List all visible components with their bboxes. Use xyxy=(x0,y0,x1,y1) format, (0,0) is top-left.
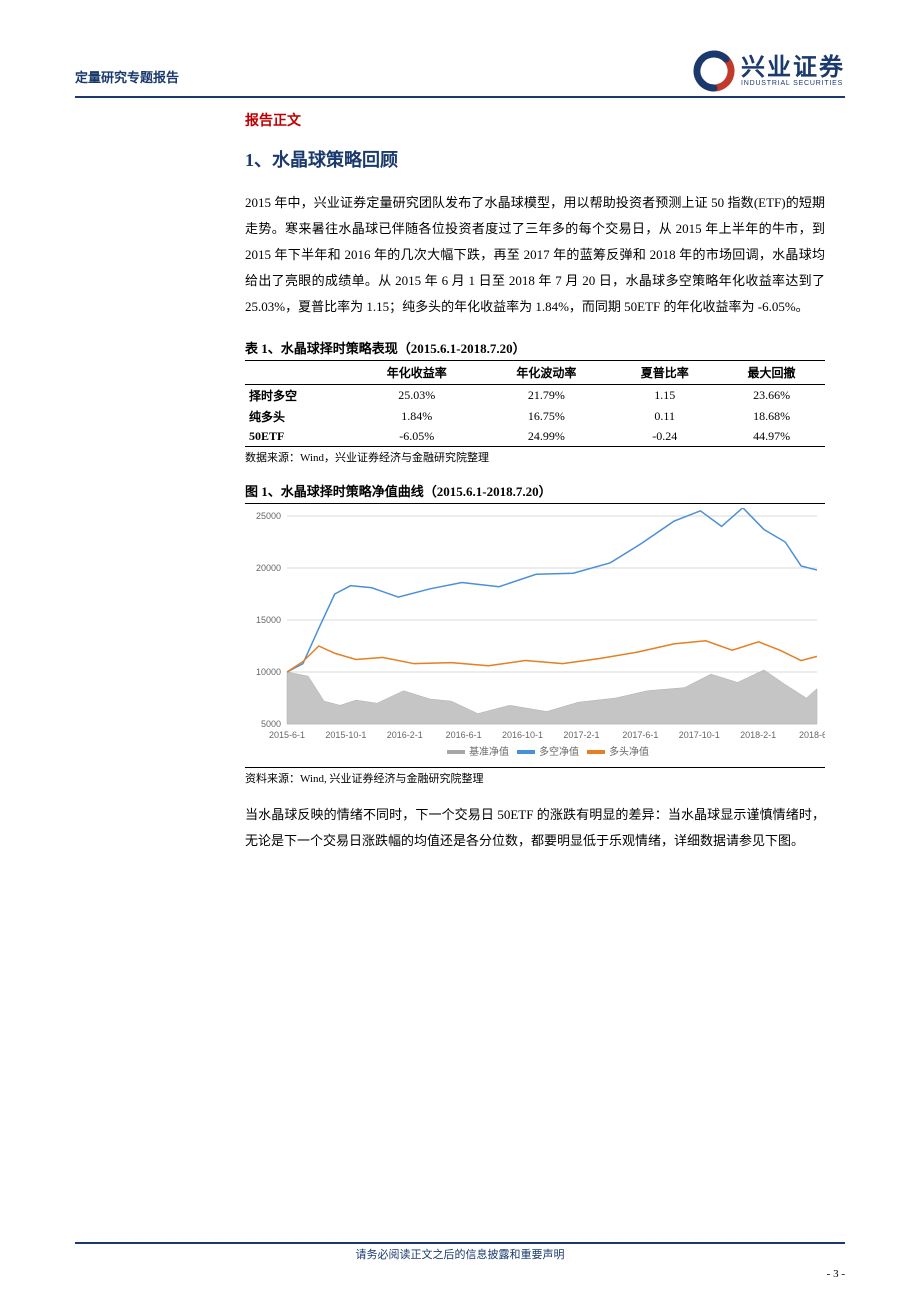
table-row: 50ETF -6.05% 24.99% -0.24 44.97% xyxy=(245,427,825,447)
svg-text:多空净值: 多空净值 xyxy=(539,745,579,758)
svg-text:5000: 5000 xyxy=(261,719,281,729)
svg-text:15000: 15000 xyxy=(256,615,281,625)
paragraph-2: 当水晶球反映的情绪不同时，下一个交易日 50ETF 的涨跌有明显的差异：当水晶球… xyxy=(245,802,825,854)
svg-text:25000: 25000 xyxy=(256,511,281,521)
svg-text:10000: 10000 xyxy=(256,667,281,677)
logo-swirl-icon xyxy=(693,50,735,92)
logo-text-cn: 兴业证券 xyxy=(741,56,845,80)
chart-1: 5000 10000 15000 20000 25000 2015-6-1 2015-10-… xyxy=(245,508,825,768)
svg-text:2016-10-1: 2016-10-1 xyxy=(502,730,543,740)
svg-text:2016-6-1: 2016-6-1 xyxy=(446,730,482,740)
svg-text:2017-6-1: 2017-6-1 xyxy=(622,730,658,740)
table-1-source: 数据来源：Wind，兴业证券经济与金融研究院整理 xyxy=(245,449,825,465)
svg-text:2016-2-1: 2016-2-1 xyxy=(387,730,423,740)
page-footer: 请务必阅读正文之后的信息披露和重要声明 - 3 - xyxy=(75,1236,845,1262)
svg-text:2018-6-1: 2018-6-1 xyxy=(799,730,825,740)
table-1: 年化收益率 年化波动率 夏普比率 最大回撤 择时多空 25.03% 21.79%… xyxy=(245,361,825,447)
paragraph-1: 2015 年中，兴业证券定量研究团队发布了水晶球模型，用以帮助投资者预测上证 5… xyxy=(245,190,825,320)
svg-text:2017-2-1: 2017-2-1 xyxy=(563,730,599,740)
section-label: 报告正文 xyxy=(245,110,825,130)
logo-text-en: INDUSTRIAL SECURITIES xyxy=(741,80,845,87)
main-content: 报告正文 1、水晶球策略回顾 2015 年中，兴业证券定量研究团队发布了水晶球模… xyxy=(245,110,825,854)
chart-1-svg: 5000 10000 15000 20000 25000 2015-6-1 2015-10-… xyxy=(245,508,825,764)
header-left-title: 定量研究专题报告 xyxy=(75,67,179,92)
svg-text:2015-10-1: 2015-10-1 xyxy=(325,730,366,740)
table-1-caption: 表 1、水晶球择时策略表现（2015.6.1-2018.7.20） xyxy=(245,338,825,361)
page-header: 定量研究专题报告 兴业证券 INDUSTRIAL SECURITIES xyxy=(75,50,845,98)
svg-text:2017-10-1: 2017-10-1 xyxy=(679,730,720,740)
table-row: 纯多头 1.84% 16.75% 0.11 18.68% xyxy=(245,406,825,427)
footer-disclaimer: 请务必阅读正文之后的信息披露和重要声明 xyxy=(75,1246,845,1262)
page-number: - 3 - xyxy=(827,1268,845,1280)
chart-1-source: 资料来源：Wind, 兴业证券经济与金融研究院整理 xyxy=(245,770,825,786)
table-1-header-row: 年化收益率 年化波动率 夏普比率 最大回撤 xyxy=(245,361,825,385)
svg-text:多头净值: 多头净值 xyxy=(609,745,649,758)
heading-1: 1、水晶球策略回顾 xyxy=(245,146,825,172)
svg-text:2015-6-1: 2015-6-1 xyxy=(269,730,305,740)
svg-text:20000: 20000 xyxy=(256,563,281,573)
svg-text:基准净值: 基准净值 xyxy=(469,745,509,758)
table-row: 择时多空 25.03% 21.79% 1.15 23.66% xyxy=(245,385,825,407)
company-logo: 兴业证券 INDUSTRIAL SECURITIES xyxy=(693,50,845,92)
chart-1-caption: 图 1、水晶球择时策略净值曲线（2015.6.1-2018.7.20） xyxy=(245,481,825,504)
svg-text:2018-2-1: 2018-2-1 xyxy=(740,730,776,740)
